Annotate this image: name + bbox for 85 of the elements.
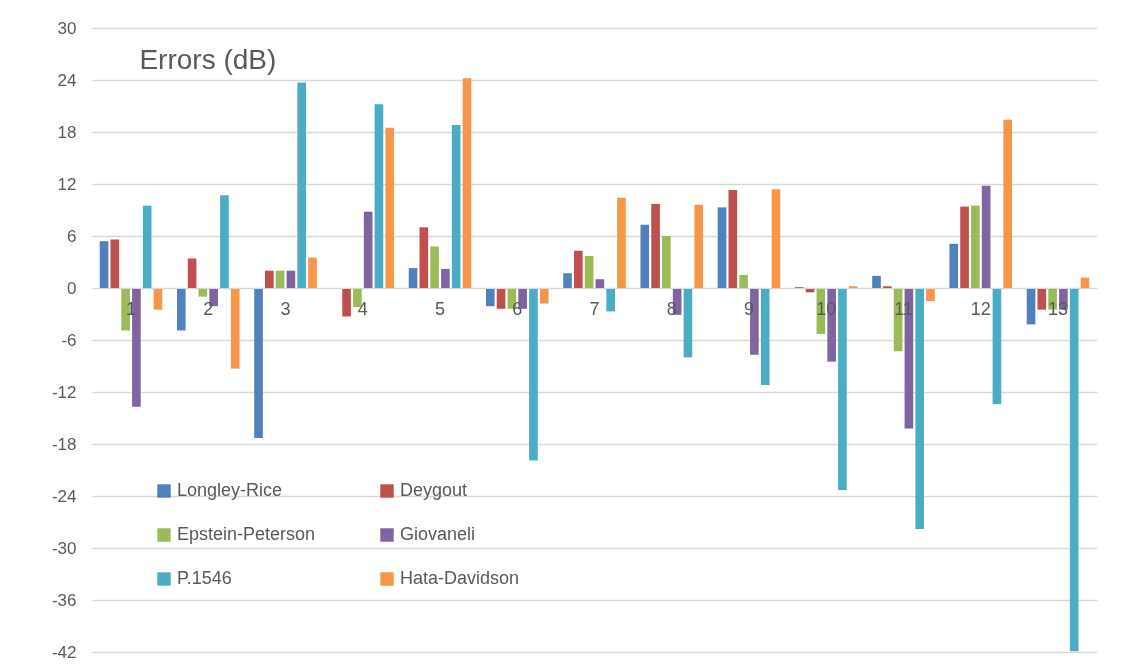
bar — [286, 270, 296, 288]
bar — [308, 257, 317, 288]
bar — [419, 227, 429, 288]
x-tick-label: 1 — [126, 298, 137, 319]
bar — [408, 268, 418, 288]
bar — [981, 185, 991, 288]
bar — [220, 195, 229, 288]
bar — [640, 224, 650, 288]
bar — [529, 288, 538, 461]
x-tick-label: 5 — [435, 298, 446, 319]
bar — [606, 288, 615, 312]
bar — [230, 288, 240, 369]
y-tick-label: -36 — [51, 590, 77, 610]
bar — [739, 275, 748, 288]
legend-label: P.1546 — [177, 568, 232, 588]
x-tick-label: 7 — [589, 298, 600, 319]
bar — [838, 288, 847, 490]
bar — [430, 246, 439, 288]
bar — [926, 288, 935, 301]
bar — [617, 197, 626, 288]
bar — [265, 270, 274, 288]
y-tick-label: -6 — [61, 330, 77, 350]
bar — [771, 189, 781, 288]
bar — [485, 288, 495, 307]
y-tick-label: 30 — [57, 18, 77, 38]
y-tick-label: -18 — [51, 434, 77, 454]
bar — [960, 206, 969, 288]
bar — [142, 205, 152, 288]
bar — [385, 127, 395, 288]
y-tick-label: 24 — [57, 70, 77, 90]
y-tick-label: -30 — [51, 538, 77, 558]
x-tick-label: 4 — [357, 298, 368, 319]
bar — [187, 258, 197, 288]
y-tick-label: 12 — [57, 174, 77, 194]
legend-label: Hata-Davidson — [400, 568, 520, 588]
y-tick-label: 6 — [67, 226, 77, 246]
bar — [574, 250, 583, 288]
y-tick-label: 18 — [57, 122, 77, 142]
legend-label: Epstein-Peterson — [177, 524, 316, 544]
y-tick-label: -42 — [51, 642, 77, 662]
bar — [915, 288, 924, 529]
y-tick-label: 0 — [67, 278, 77, 298]
bar — [363, 211, 373, 288]
bar — [872, 275, 881, 288]
bar — [651, 203, 660, 288]
bar — [694, 204, 704, 288]
x-tick-label: 12 — [970, 298, 991, 319]
bar — [683, 288, 693, 358]
bar — [297, 82, 306, 288]
bar — [275, 270, 285, 288]
x-tick-label: 11 — [894, 298, 913, 319]
bar — [992, 288, 1002, 405]
bar — [462, 78, 472, 288]
y-tick-label: -24 — [51, 486, 77, 506]
legend-label: Longley-Rice — [177, 480, 283, 500]
bar — [563, 273, 572, 288]
bar — [1037, 288, 1047, 310]
bar — [971, 205, 980, 288]
bar — [374, 104, 384, 288]
legend-label: Giovaneli — [400, 524, 476, 544]
bar — [539, 288, 549, 304]
bar — [153, 288, 163, 310]
y-tick-label: -12 — [51, 382, 77, 402]
bar — [441, 268, 450, 288]
bar — [254, 288, 263, 438]
legend-label: Deygout — [400, 480, 468, 500]
bar — [99, 241, 109, 288]
bar — [949, 243, 959, 288]
x-tick-label: 2 — [203, 298, 214, 319]
bar — [584, 255, 594, 288]
x-tick-label: 3 — [280, 298, 291, 319]
bar — [595, 279, 605, 288]
x-tick-label: 13 — [1047, 298, 1069, 319]
bar — [1069, 288, 1079, 652]
x-tick-label: 10 — [816, 298, 837, 319]
bar — [717, 207, 727, 288]
bar — [110, 239, 120, 288]
bar — [728, 190, 738, 288]
bar — [662, 236, 671, 288]
bar — [760, 288, 770, 386]
bar — [451, 125, 461, 288]
bar — [342, 288, 351, 317]
bar — [1003, 119, 1013, 288]
text: Errors (dB) — [139, 44, 277, 75]
bar — [176, 288, 186, 331]
